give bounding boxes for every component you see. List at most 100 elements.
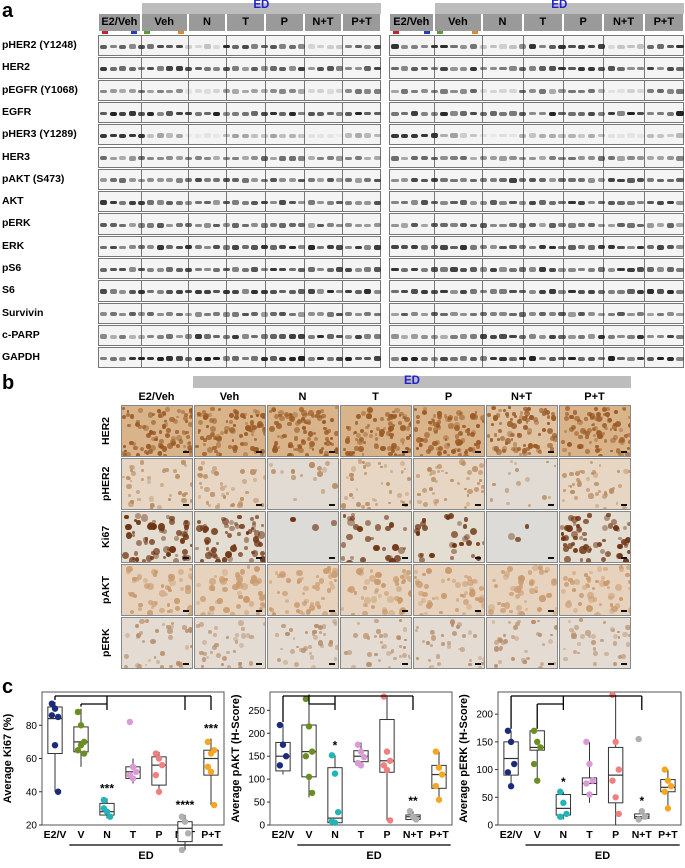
ihc-stain bbox=[259, 452, 264, 456]
ihc-tile bbox=[412, 405, 485, 457]
band bbox=[430, 201, 438, 205]
ihc-stain bbox=[138, 408, 143, 413]
band bbox=[222, 311, 230, 317]
ihc-stain bbox=[609, 427, 613, 431]
y-tick-label: 150 bbox=[476, 737, 493, 748]
band bbox=[617, 111, 625, 117]
band bbox=[627, 67, 635, 71]
lane-divider bbox=[187, 125, 189, 145]
band bbox=[509, 134, 517, 138]
ihc-stain bbox=[214, 642, 219, 648]
ihc-stain bbox=[245, 425, 252, 432]
band bbox=[676, 133, 684, 139]
ihc-stain bbox=[169, 416, 176, 423]
band bbox=[676, 178, 684, 183]
ihc-stain bbox=[293, 601, 300, 608]
band bbox=[317, 245, 325, 249]
ihc-stain bbox=[260, 503, 264, 507]
ihc-stain bbox=[434, 502, 438, 506]
ihc-stain bbox=[365, 461, 371, 468]
ihc-stain bbox=[503, 571, 510, 578]
ihc-stain bbox=[349, 556, 354, 561]
band bbox=[326, 178, 334, 183]
band bbox=[528, 267, 537, 273]
blot-strip bbox=[98, 324, 381, 347]
ihc-stain bbox=[224, 523, 229, 529]
data-point bbox=[331, 819, 339, 826]
band bbox=[166, 356, 174, 362]
lane-divider bbox=[303, 303, 305, 323]
ihc-stain bbox=[147, 522, 155, 530]
ihc-stain bbox=[593, 434, 597, 438]
band bbox=[194, 133, 202, 138]
ihc-stain bbox=[227, 444, 232, 450]
ihc-stain bbox=[169, 515, 176, 522]
band bbox=[354, 177, 362, 183]
lane-divider bbox=[482, 36, 484, 56]
data-point bbox=[276, 762, 284, 769]
ihc-stain bbox=[136, 419, 140, 424]
band bbox=[251, 111, 259, 117]
ihc-stain bbox=[400, 580, 405, 585]
band bbox=[479, 200, 488, 205]
data-point bbox=[207, 768, 215, 775]
band bbox=[607, 66, 615, 72]
ihc-stain bbox=[522, 425, 529, 431]
band bbox=[587, 267, 596, 272]
ihc-stain bbox=[478, 479, 482, 483]
band bbox=[326, 356, 334, 361]
ihc-stain bbox=[535, 444, 540, 450]
ihc-stain bbox=[594, 482, 599, 487]
blot-row-label: EGFR bbox=[2, 105, 32, 118]
ihc-stain bbox=[162, 545, 171, 554]
ihc-stain bbox=[567, 451, 572, 456]
band bbox=[100, 178, 108, 183]
ihc-stain bbox=[246, 565, 251, 569]
ihc-stain bbox=[229, 428, 236, 434]
ihc-stain bbox=[165, 551, 171, 558]
ihc-stain bbox=[202, 452, 207, 456]
band bbox=[587, 201, 596, 205]
ihc-stain bbox=[356, 501, 362, 507]
ihc-stain bbox=[469, 591, 476, 598]
ihc-stain bbox=[198, 481, 203, 486]
ihc-stain bbox=[122, 475, 125, 479]
ihc-stain bbox=[618, 566, 625, 572]
data-point bbox=[664, 805, 672, 812]
ihc-stain bbox=[263, 622, 265, 627]
band bbox=[354, 334, 362, 339]
ihc-stain bbox=[625, 536, 630, 544]
ihc-stain bbox=[209, 585, 215, 591]
lane-divider bbox=[264, 80, 266, 100]
ihc-stain bbox=[360, 505, 365, 509]
ihc-stain bbox=[563, 415, 569, 421]
ihc-stain bbox=[387, 665, 392, 668]
band bbox=[364, 223, 372, 227]
band bbox=[222, 156, 230, 160]
band bbox=[307, 244, 315, 250]
ihc-stain bbox=[509, 460, 513, 464]
ihc-stain bbox=[263, 426, 265, 432]
ihc-stain bbox=[430, 477, 436, 482]
ihc-stain bbox=[137, 607, 142, 612]
ihc-stain bbox=[361, 452, 365, 456]
ihc-stain bbox=[603, 514, 610, 521]
band bbox=[666, 66, 674, 71]
ihc-column-label: N bbox=[298, 391, 307, 403]
band bbox=[578, 133, 586, 138]
band bbox=[578, 312, 586, 317]
band bbox=[345, 223, 353, 228]
ihc-stain bbox=[234, 633, 240, 638]
band bbox=[336, 267, 344, 273]
ihc-tile bbox=[339, 564, 412, 616]
ihc-stain bbox=[166, 586, 171, 590]
data-point bbox=[612, 794, 619, 801]
ihc-stain bbox=[569, 579, 575, 585]
band bbox=[646, 267, 655, 273]
ihc-stain bbox=[169, 546, 176, 553]
ihc-stain bbox=[240, 497, 244, 501]
band bbox=[364, 267, 372, 273]
ihc-stain bbox=[134, 557, 139, 562]
ihc-stain bbox=[351, 513, 356, 517]
ihc-stain bbox=[596, 541, 603, 548]
